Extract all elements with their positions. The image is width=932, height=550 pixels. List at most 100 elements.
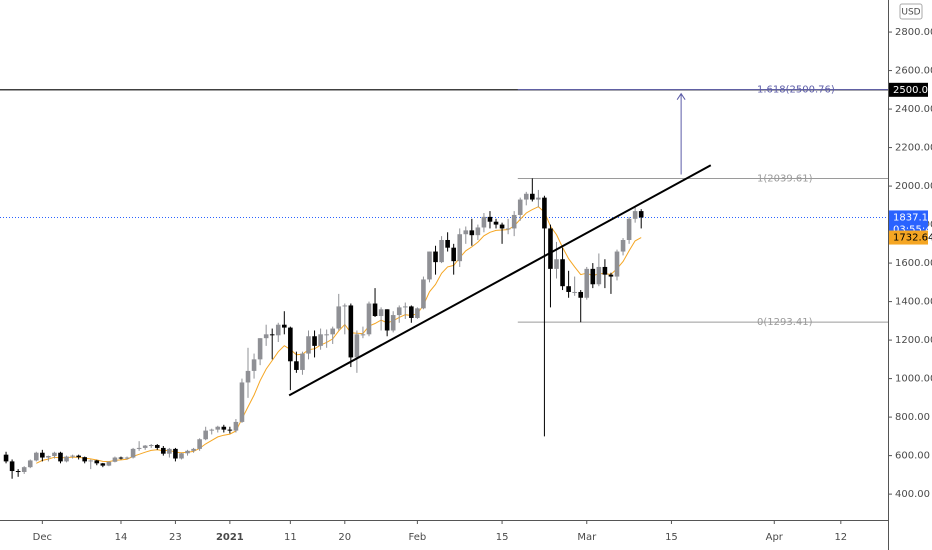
candle-body bbox=[257, 338, 263, 360]
y-tick-label: 2000.00 bbox=[895, 181, 932, 192]
candle-body bbox=[179, 453, 184, 459]
candle-body bbox=[360, 334, 366, 336]
candle-body bbox=[94, 460, 100, 464]
currency-box[interactable] bbox=[899, 3, 923, 20]
candle-body bbox=[530, 193, 535, 200]
last-price-label: 1837.11 bbox=[893, 212, 932, 223]
candle-body bbox=[148, 445, 154, 447]
candle-body bbox=[215, 426, 221, 430]
candle-body bbox=[366, 303, 372, 335]
candle-body bbox=[245, 370, 251, 383]
candle-body bbox=[52, 452, 57, 457]
candle-body bbox=[294, 361, 299, 370]
candle-body bbox=[517, 199, 523, 215]
x-tick-label: Dec bbox=[33, 532, 52, 543]
candle-body bbox=[409, 306, 414, 318]
y-tick-label: 800.00 bbox=[895, 412, 930, 423]
candle-body bbox=[209, 429, 215, 431]
y-tick-label: 1400.00 bbox=[895, 297, 932, 308]
candle-body bbox=[554, 259, 559, 269]
candle-body bbox=[82, 457, 87, 462]
candle-body bbox=[548, 228, 553, 269]
candle-body bbox=[76, 455, 81, 458]
candle-body bbox=[475, 227, 481, 236]
fib-label: 0(1293.41) bbox=[757, 317, 813, 328]
candle-body bbox=[614, 251, 620, 277]
candle-body bbox=[626, 218, 632, 240]
candle-body bbox=[415, 308, 420, 318]
y-tick-label: 1000.00 bbox=[895, 374, 932, 385]
y-tick-label: 2400.00 bbox=[895, 104, 932, 115]
candle-body bbox=[336, 306, 342, 329]
x-tick-label: 15 bbox=[496, 532, 509, 543]
x-tick-label: 2021 bbox=[216, 532, 244, 543]
candle-body bbox=[40, 452, 45, 458]
candle-body bbox=[233, 421, 239, 431]
y-tick-label: 400.00 bbox=[895, 489, 930, 500]
candle-body bbox=[378, 309, 384, 317]
x-tick-label: Apr bbox=[766, 532, 784, 543]
candle-body bbox=[590, 268, 596, 285]
y-tick-label: 2600.00 bbox=[895, 66, 932, 77]
candle-body bbox=[560, 259, 565, 287]
ma-last-label: 1732.64 bbox=[893, 233, 932, 244]
candle-body bbox=[88, 460, 94, 462]
candle-body bbox=[584, 268, 590, 298]
x-tick-label: 15 bbox=[665, 532, 678, 543]
candle-body bbox=[457, 234, 463, 262]
candle-body bbox=[300, 353, 305, 370]
candle-body bbox=[342, 305, 348, 307]
candle-body bbox=[451, 247, 456, 262]
candle-body bbox=[288, 327, 293, 362]
x-tick-label: 20 bbox=[338, 532, 351, 543]
candle-body bbox=[306, 336, 311, 354]
candle-body bbox=[427, 251, 432, 280]
candle-body bbox=[46, 456, 51, 458]
candle-body bbox=[638, 211, 644, 218]
candle-body bbox=[499, 224, 505, 229]
y-tick-label: 2800.00 bbox=[895, 27, 932, 38]
plot-area: 1.618(2500.76) 1(2039.61) 0(1293.41) bbox=[0, 85, 888, 479]
fib-label: 1.618(2500.76) bbox=[757, 85, 835, 96]
currency: USD bbox=[901, 8, 920, 18]
candle-body bbox=[33, 452, 39, 461]
candle-body bbox=[433, 251, 438, 263]
x-tick-label: 14 bbox=[115, 532, 128, 543]
candle-body bbox=[100, 463, 106, 466]
candle-body bbox=[602, 266, 608, 275]
y-tick-label: 600.00 bbox=[895, 451, 930, 462]
candle-body bbox=[118, 457, 124, 459]
candle-body bbox=[221, 426, 227, 430]
x-tick-label: 23 bbox=[169, 532, 182, 543]
candle-body bbox=[390, 315, 396, 331]
candle-body bbox=[566, 286, 571, 292]
candle-body bbox=[251, 359, 257, 371]
moving-average bbox=[36, 206, 642, 464]
candle-body bbox=[608, 274, 614, 277]
candle-body bbox=[578, 291, 584, 298]
candle-body bbox=[130, 448, 136, 458]
horizontal-line-box bbox=[889, 82, 928, 97]
y-tick-label: 2200.00 bbox=[895, 143, 932, 154]
candle-body bbox=[396, 307, 402, 316]
candle-body bbox=[142, 445, 148, 448]
candle-body bbox=[9, 461, 15, 472]
candle-body bbox=[536, 197, 541, 200]
y-tick-label: 1200.00 bbox=[895, 335, 932, 346]
horizontal-line-label: 2500.00 bbox=[893, 85, 932, 96]
candle-body bbox=[439, 239, 444, 263]
candle-body bbox=[318, 334, 323, 346]
fib-label: 1(2039.61) bbox=[757, 173, 813, 184]
candle-body bbox=[572, 291, 577, 293]
trend-line bbox=[288, 164, 712, 397]
candle-body bbox=[542, 197, 547, 229]
candle-body bbox=[3, 454, 9, 462]
candle-body bbox=[402, 306, 408, 308]
candle-body bbox=[27, 460, 33, 468]
candle-body bbox=[154, 445, 160, 448]
candle-body bbox=[372, 303, 378, 317]
candle-body bbox=[124, 457, 130, 459]
candle-body bbox=[161, 447, 166, 454]
